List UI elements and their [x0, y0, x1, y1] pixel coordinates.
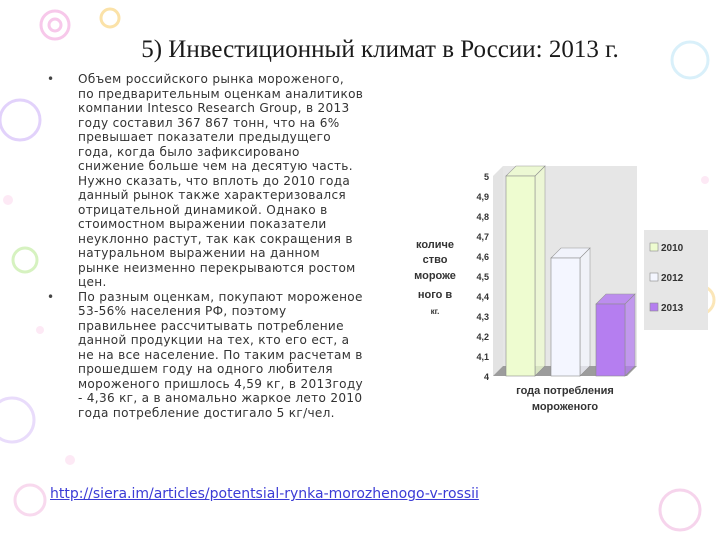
legend-swatch	[649, 302, 659, 312]
chart-legend: 2010 2012 2013	[644, 230, 708, 330]
y-axis-label-line: мороже	[414, 270, 456, 282]
y-axis-label-line: ство	[423, 254, 448, 266]
y-ticks: 5 4,9 4,8 4,7 4,6 4,5 4,4 4,3 4,2 4,1 4	[476, 172, 489, 382]
bar-side	[534, 165, 546, 377]
source-link[interactable]: http://siera.im/articles/potentsial-rynk…	[50, 486, 479, 502]
x-axis-label-line: мороженого	[532, 401, 599, 413]
y-tick-label: 5	[484, 172, 489, 182]
legend-swatch	[649, 272, 659, 282]
y-tick-label: 4	[484, 372, 489, 382]
consumption-chart: количе ство мороже ного в кг. 5 4,9 4,8 4,7…	[414, 165, 708, 413]
y-tick-label: 4,9	[476, 192, 489, 202]
legend-label: 2012	[661, 273, 684, 284]
y-tick-label: 4,7	[476, 232, 489, 242]
bar-side	[624, 293, 636, 377]
bullet-marker-icon: •	[47, 72, 55, 86]
y-axis-label-line: количе	[416, 239, 454, 251]
x-axis-label-line: года потребления	[516, 385, 614, 397]
legend-label: 2010	[661, 243, 684, 254]
y-tick-label: 4,5	[476, 272, 489, 282]
legend-swatch	[649, 242, 659, 252]
bar-2010	[505, 175, 536, 377]
legend-label: 2013	[661, 303, 684, 314]
slide-title: 5) Инвестиционный климат в России: 2013 …	[141, 36, 619, 63]
bar-2012	[550, 257, 581, 377]
bullet-text: Объем российского рынка мороженого, по п…	[78, 72, 364, 289]
y-tick-label: 4,2	[476, 332, 489, 342]
y-axis-label: количе ство мороже ного в кг.	[414, 239, 456, 316]
bar-side	[579, 247, 591, 377]
bullet-list: • Объем российского рынка мороженого, по…	[44, 72, 364, 420]
bullet-text: По разным оценкам, покупают мороженое 53…	[78, 289, 363, 420]
y-axis-label-line: ного в	[418, 289, 453, 301]
y-tick-label: 4,6	[476, 252, 489, 262]
bars	[505, 165, 636, 377]
bullet-item: • По разным оценкам, покупают мороженое …	[44, 290, 364, 421]
y-axis-label-line: кг.	[431, 307, 440, 316]
y-tick-label: 4,1	[476, 352, 489, 362]
x-axis-label: года потребления мороженого	[516, 385, 614, 413]
y-tick-label: 4,4	[476, 292, 489, 302]
plot-back-wall-side	[493, 166, 503, 376]
bar-2013	[595, 303, 626, 377]
y-tick-label: 4,3	[476, 312, 489, 322]
bullet-marker-icon: •	[47, 289, 55, 304]
y-tick-label: 4,8	[476, 212, 489, 222]
bullet-item: • Объем российского рынка мороженого, по…	[44, 72, 364, 290]
